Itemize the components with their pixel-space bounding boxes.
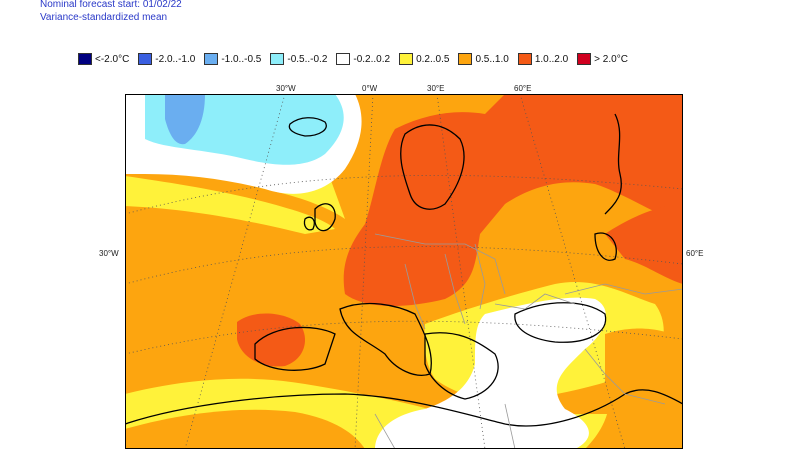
map-canvas [125,94,683,449]
graticule [125,94,683,449]
anomaly-map [125,94,683,449]
label-lon-30w-top: 30°W [276,84,296,93]
legend-label: -0.5..-0.2 [287,53,328,65]
label-lon-30e-top: 30°E [427,84,445,93]
anomaly-red-europe [343,94,683,306]
legend-label: -2.0..-1.0 [155,53,196,65]
legend-item: 0.5..1.0 [458,53,509,65]
label-lon-60e-top: 60°E [514,84,532,93]
legend-swatch [138,53,153,65]
legend-swatch [577,53,592,65]
legend-label: -0.2..0.2 [353,53,391,65]
anomaly-orange-south [125,409,365,449]
legend-label: <-2.0°C [95,53,130,65]
anomaly-orange-se [585,328,683,449]
legend-item: -0.2..0.2 [336,53,390,65]
label-right-60e: 60°E [686,249,704,258]
legend-item: > 2.0°C [577,53,628,65]
legend-item: -1.0..-0.5 [204,53,261,65]
anomaly-red-east [605,204,683,284]
legend-label: 0.5..1.0 [475,53,509,65]
legend-item: -2.0..-1.0 [138,53,195,65]
legend-label: -1.0..-0.5 [221,53,262,65]
legend-swatch [399,53,414,65]
legend-swatch [458,53,473,65]
legend-item: <-2.0°C [78,53,129,65]
legend-item: 1.0..2.0 [517,53,569,65]
anomaly-white-med [375,297,606,449]
label-left-30w: 30°W [99,249,119,258]
legend-item: -0.5..-0.2 [270,53,327,65]
forecast-start-text: Nominal forecast start: 01/02/22 [40,0,182,10]
legend-label: 0.2..0.5 [416,53,450,65]
legend-swatch [336,53,351,65]
label-lon-0w-top: 0°W [362,84,378,93]
legend-item: 0.2..0.5 [399,53,449,65]
legend-swatch [270,53,285,65]
color-legend: <-2.0°C -2.0..-1.0 -1.0..-0.5 -0.5..-0.2 -0.… [78,52,637,66]
legend-swatch [78,53,92,65]
product-title: Variance-standardized mean [40,12,168,23]
anomaly-red-iberia [237,313,305,367]
legend-label: 1.0..2.0 [534,53,569,65]
legend-swatch [517,53,532,65]
borders [374,233,683,449]
legend-label: > 2.0°C [594,53,628,65]
anomaly-yellow-midatlantic [125,176,335,234]
legend-swatch [204,53,219,65]
anomaly-blue-nw [165,94,205,145]
coastlines [125,113,683,427]
